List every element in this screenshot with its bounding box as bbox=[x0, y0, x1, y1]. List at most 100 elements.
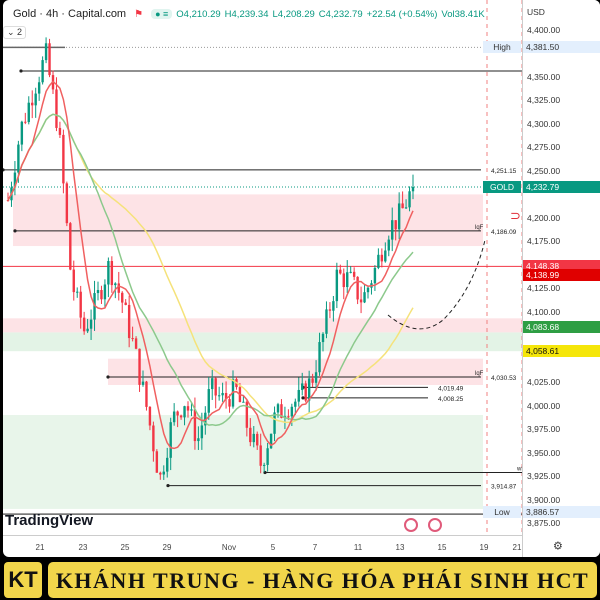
candle-body bbox=[356, 276, 359, 300]
zone bbox=[3, 415, 483, 509]
indicator-toggle[interactable]: ⌄ 2 bbox=[3, 26, 27, 39]
candle-body bbox=[349, 271, 352, 273]
candle-body bbox=[89, 319, 93, 329]
candle-body bbox=[138, 348, 141, 385]
candle-body bbox=[318, 342, 321, 373]
candle-body bbox=[169, 422, 172, 458]
zone bbox=[108, 358, 483, 385]
price-tick: 4,400.00 bbox=[527, 25, 561, 36]
candle-body bbox=[152, 425, 155, 452]
price-tick: 4,125.00 bbox=[527, 283, 561, 294]
price-tick: 4,100.00 bbox=[527, 306, 561, 317]
level-anchor bbox=[106, 375, 110, 379]
candle-body bbox=[404, 207, 408, 209]
price-tag: 4,232.79 bbox=[523, 181, 600, 194]
candle-body bbox=[245, 401, 249, 428]
ma-green bbox=[7, 113, 414, 427]
price-tag-label: Low bbox=[483, 506, 521, 519]
banner-text: KHÁNH TRUNG - HÀNG HÓA PHÁI SINH HCT bbox=[48, 562, 597, 598]
candle-body bbox=[373, 267, 377, 284]
level-label: 4,030.53 bbox=[491, 375, 517, 382]
candle-body bbox=[62, 134, 65, 184]
candle-body bbox=[65, 183, 69, 224]
candle-body bbox=[273, 412, 276, 434]
candle-body bbox=[224, 392, 228, 400]
candle-body bbox=[401, 203, 404, 209]
candle-body bbox=[384, 250, 387, 262]
candle-body bbox=[127, 304, 131, 339]
candle-body bbox=[339, 269, 342, 274]
price-tick: 3,925.00 bbox=[527, 471, 561, 482]
low-value: L4,208.29 bbox=[272, 8, 315, 20]
time-tick: Nov bbox=[221, 543, 237, 552]
candle-body bbox=[207, 389, 210, 413]
level-tag: lqF bbox=[475, 371, 484, 377]
price-tick: 3,975.00 bbox=[527, 424, 561, 435]
candle-body bbox=[100, 290, 103, 300]
candle-body bbox=[37, 82, 41, 94]
candle-body bbox=[200, 425, 204, 439]
candle-body bbox=[58, 127, 62, 135]
candle-body bbox=[297, 389, 300, 402]
price-tick: 4,000.00 bbox=[527, 400, 561, 411]
price-tag: 4,083.68 bbox=[523, 321, 600, 334]
symbol-title[interactable]: Gold · 4h · Capital.com bbox=[13, 8, 127, 20]
candle-body bbox=[211, 378, 214, 390]
candle-body bbox=[363, 292, 366, 303]
candle-body bbox=[41, 60, 44, 83]
time-tick: 5 bbox=[270, 543, 276, 552]
candle-body bbox=[280, 404, 283, 418]
candle-body bbox=[411, 187, 415, 192]
candle-body bbox=[148, 406, 152, 426]
candle-body bbox=[197, 438, 200, 442]
candle-body bbox=[262, 464, 266, 466]
candle-body bbox=[228, 399, 231, 407]
candle-body bbox=[217, 395, 221, 397]
candle-body bbox=[131, 338, 134, 340]
level-anchor bbox=[166, 483, 170, 488]
candle-body bbox=[193, 409, 197, 442]
indicator-count: 2 bbox=[17, 27, 23, 37]
candle-body bbox=[314, 372, 318, 383]
candle-body bbox=[6, 200, 10, 202]
candle-body bbox=[335, 269, 339, 302]
projection-arrow bbox=[387, 239, 486, 330]
candle-body bbox=[121, 292, 124, 303]
candle-body bbox=[176, 411, 179, 416]
time-tick: 7 bbox=[312, 543, 318, 552]
level-tag: lqF bbox=[475, 225, 484, 231]
candle-body bbox=[124, 302, 127, 305]
candle-body bbox=[141, 381, 145, 385]
candle-body bbox=[27, 102, 30, 123]
time-tick: 15 bbox=[437, 543, 447, 552]
time-axis[interactable]: 21 23 25 29 Nov 5 7 11 13 15 19 21 bbox=[3, 535, 522, 557]
candle-body bbox=[34, 93, 37, 106]
price-chart[interactable]: 4,356.454,251.154,186.09lqF4,030.53lqF4,… bbox=[3, 0, 522, 535]
candle-body bbox=[252, 433, 255, 443]
price-tag-label: GOLD bbox=[483, 181, 521, 194]
candle-body bbox=[72, 269, 75, 293]
candle-body bbox=[69, 223, 72, 270]
time-tick: 21 bbox=[512, 543, 522, 552]
currency-label: USD bbox=[527, 7, 545, 17]
candle-body bbox=[366, 287, 370, 293]
settings-icon[interactable]: ⚙ bbox=[553, 540, 563, 553]
candle-body bbox=[294, 401, 297, 407]
candle-body bbox=[145, 381, 148, 407]
kt-logo: KT bbox=[4, 562, 42, 598]
candle-body bbox=[117, 283, 120, 293]
candle-body bbox=[159, 472, 162, 475]
candle-body bbox=[103, 284, 107, 300]
level-label: 4,251.15 bbox=[491, 168, 517, 175]
level-tag: wF bbox=[516, 466, 522, 472]
price-axis[interactable]: USD 4,400.00 4,350.00 4,325.00 4,300.00 4,27… bbox=[483, 0, 600, 557]
price-tick: 4,025.00 bbox=[527, 377, 561, 388]
flag-icon[interactable]: ⚑ bbox=[134, 8, 144, 20]
candle-body bbox=[346, 272, 349, 288]
chart-window: 4,356.454,251.154,186.09lqF4,030.53lqF4,… bbox=[3, 0, 600, 557]
price-tick: 3,875.00 bbox=[527, 518, 561, 529]
price-tick: 4,250.00 bbox=[527, 165, 561, 176]
price-tick: 4,325.00 bbox=[527, 95, 561, 106]
candle-body bbox=[342, 273, 345, 288]
market-status-badge[interactable]: ● ≡ bbox=[151, 9, 173, 19]
